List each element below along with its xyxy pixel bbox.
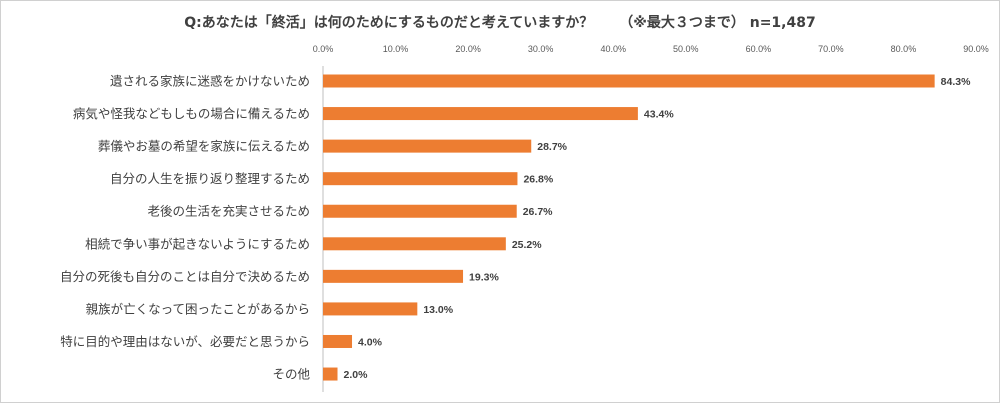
bar bbox=[323, 269, 464, 283]
category-label: 親族が亡くなって困ったことがあるから bbox=[86, 301, 310, 316]
data-label: 28.7% bbox=[537, 141, 567, 153]
bar bbox=[323, 204, 517, 218]
title-question: Q:あなたは「終活」は何のためにするものだと考えていますか？ bbox=[184, 15, 594, 31]
category-label: 自分の人生を振り返り整理するため bbox=[110, 171, 310, 186]
x-tick-label: 0.0% bbox=[313, 44, 334, 54]
x-tick-label: 40.0% bbox=[600, 44, 626, 54]
category-label: 老後の生活を充実させるため bbox=[147, 204, 310, 219]
data-label: 2.0% bbox=[344, 369, 369, 381]
x-axis: 0.0% 10.0% 20.0% 30.0% 40.0% 50.0% 60.0% 70.0% 8… bbox=[313, 44, 989, 392]
category-label: 相続で争い事が起きないようにするため bbox=[85, 236, 310, 251]
bar bbox=[323, 107, 638, 121]
category-label: 遺される家族に迷惑をかけないため bbox=[110, 74, 310, 89]
labels: 遺される家族に迷惑をかけないため 84.3% 病気や怪我などもしもの場合に備えるため… bbox=[60, 74, 971, 382]
x-tick-label: 90.0% bbox=[963, 44, 989, 54]
bar bbox=[323, 74, 935, 88]
data-label: 4.0% bbox=[358, 336, 383, 348]
bar bbox=[323, 139, 532, 153]
data-label: 43.4% bbox=[644, 109, 674, 121]
bar bbox=[323, 237, 506, 251]
data-label: 25.2% bbox=[512, 239, 542, 251]
title-note: （※最大３つまで） bbox=[619, 15, 745, 31]
data-label: 84.3% bbox=[941, 76, 971, 88]
x-tick-label: 20.0% bbox=[455, 44, 481, 54]
x-tick-label: 70.0% bbox=[818, 44, 844, 54]
category-label: その他 bbox=[272, 367, 310, 382]
category-label: 自分の死後も自分のことは自分で決めるため bbox=[60, 269, 310, 284]
category-label: 特に目的や理由はないが、必要だと思うから bbox=[60, 334, 310, 349]
x-tick-label: 10.0% bbox=[383, 44, 409, 54]
bars bbox=[323, 74, 935, 381]
data-label: 26.8% bbox=[523, 174, 553, 186]
x-tick-label: 80.0% bbox=[891, 44, 917, 54]
data-label: 26.7% bbox=[523, 206, 553, 218]
x-tick-label: 60.0% bbox=[746, 44, 772, 54]
data-label: 13.0% bbox=[423, 304, 453, 316]
x-tick-label: 50.0% bbox=[673, 44, 699, 54]
data-label: 19.3% bbox=[469, 271, 499, 283]
bar bbox=[323, 367, 338, 381]
chart-title: Q:あなたは「終活」は何のためにするものだと考えていますか？ （※最大３つまで） … bbox=[0, 12, 1000, 32]
sample-size: n=1,487 bbox=[749, 15, 816, 31]
bar bbox=[323, 334, 353, 348]
category-label: 葬儀やお墓の希望を家族に伝えるため bbox=[98, 139, 310, 154]
category-label: 病気や怪我などもしもの場合に備えるため bbox=[73, 106, 310, 121]
bar bbox=[323, 302, 418, 316]
x-tick-label: 30.0% bbox=[528, 44, 554, 54]
bar bbox=[323, 172, 518, 186]
